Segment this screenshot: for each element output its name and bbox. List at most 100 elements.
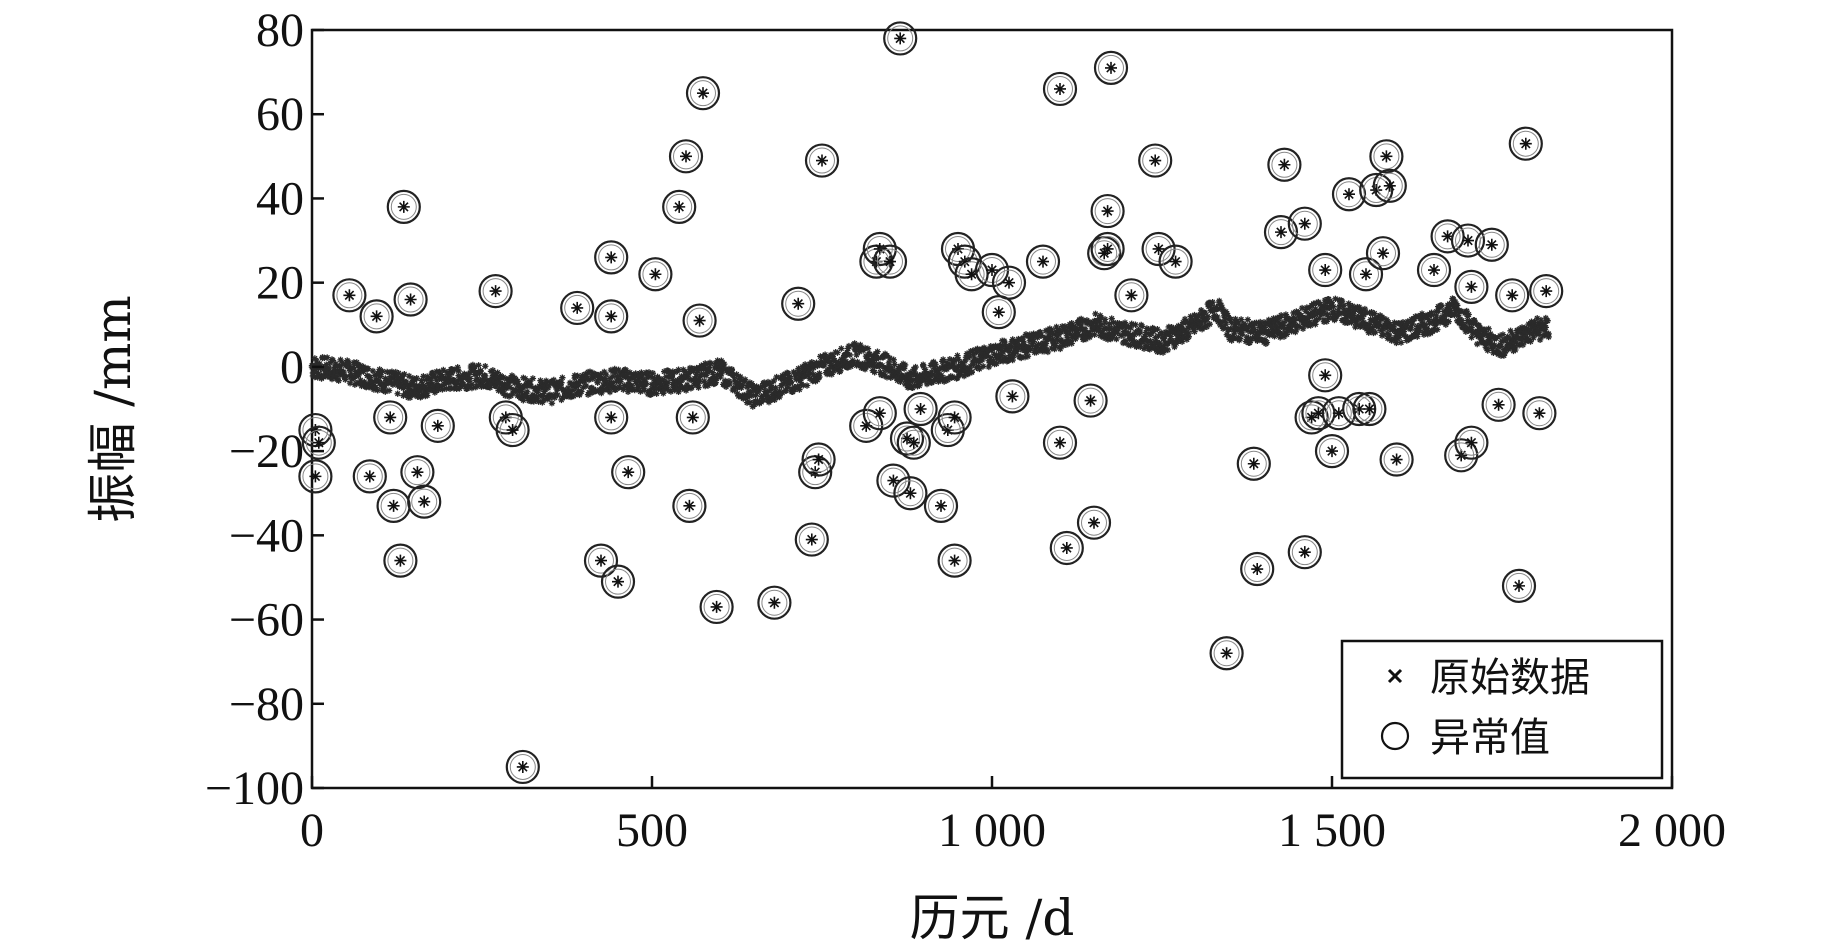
raw-data-point	[1048, 326, 1055, 334]
raw-data-point	[1259, 329, 1267, 337]
raw-data-point	[1320, 316, 1328, 324]
raw-data-point	[335, 377, 342, 384]
raw-data-point	[1265, 328, 1272, 335]
raw-data-point	[1082, 335, 1090, 343]
raw-data-point	[1523, 325, 1530, 332]
raw-data-point	[366, 374, 374, 381]
raw-data-point	[1156, 340, 1163, 347]
raw-data-point	[1384, 330, 1391, 337]
outlier-point	[1025, 244, 1061, 279]
raw-data-point	[1136, 339, 1143, 346]
raw-data-point	[1322, 310, 1330, 318]
raw-data-point	[1044, 348, 1052, 356]
raw-data-point	[884, 367, 892, 374]
raw-data-point	[1436, 319, 1444, 326]
raw-data-point	[604, 384, 612, 392]
raw-data-point	[1457, 307, 1465, 315]
raw-data-point	[1238, 331, 1246, 338]
raw-data-point	[795, 368, 802, 376]
raw-data-point	[760, 396, 767, 404]
raw-data-point	[1411, 315, 1418, 323]
raw-data-point	[901, 361, 909, 369]
raw-data-point	[697, 373, 704, 380]
raw-data-point	[1218, 304, 1226, 311]
raw-data-point	[741, 378, 748, 385]
raw-data-point	[352, 368, 359, 375]
raw-data-point	[563, 392, 571, 399]
raw-data-point	[834, 349, 841, 356]
raw-data-point	[1338, 297, 1346, 305]
raw-data-point	[573, 379, 580, 386]
raw-data-point	[690, 367, 697, 375]
outlier-point	[872, 244, 908, 279]
raw-data-point	[949, 373, 956, 381]
raw-data-point	[936, 365, 943, 372]
raw-data-point	[605, 382, 613, 390]
raw-data-point	[316, 360, 323, 368]
raw-data-point	[871, 363, 878, 370]
outlier-point	[801, 442, 836, 477]
raw-data-point	[1425, 316, 1432, 323]
raw-data-point	[1078, 321, 1085, 329]
raw-data-point	[505, 393, 513, 400]
raw-data-point	[816, 373, 823, 381]
raw-data-point	[1038, 332, 1045, 339]
raw-data-point	[780, 374, 788, 381]
raw-data-point	[564, 384, 572, 392]
raw-data-point	[779, 389, 786, 396]
raw-data-point	[801, 361, 809, 368]
raw-data-point	[574, 372, 581, 380]
raw-data-point	[1243, 325, 1251, 332]
raw-data-point	[658, 385, 665, 392]
raw-data-point	[322, 364, 329, 371]
raw-data-point	[1119, 322, 1127, 330]
raw-data-point	[613, 385, 620, 392]
raw-data-point	[1463, 307, 1470, 315]
raw-data-point	[444, 375, 452, 383]
x-tick-label: 1 500	[1278, 804, 1386, 857]
raw-data-point	[877, 361, 884, 368]
raw-data-point	[535, 398, 542, 405]
outlier-point	[594, 240, 629, 275]
raw-data-point	[372, 384, 379, 391]
outlier-point	[1287, 206, 1322, 241]
raw-data-point	[1361, 305, 1369, 313]
raw-data-point	[489, 367, 497, 374]
raw-data-point	[620, 386, 627, 393]
raw-data-point	[1183, 336, 1191, 343]
raw-data-point	[337, 356, 344, 364]
raw-data-point	[440, 366, 447, 374]
raw-data-point	[1385, 319, 1392, 326]
raw-data-point	[786, 373, 794, 380]
raw-data-point	[1485, 325, 1492, 332]
raw-data-point	[1041, 343, 1049, 351]
raw-data-point	[1025, 343, 1033, 350]
raw-data-point	[1346, 304, 1353, 312]
raw-data-point	[1030, 338, 1037, 345]
y-tick-label: 40	[256, 172, 304, 225]
outlier-point	[804, 143, 840, 178]
raw-data-point	[1102, 335, 1110, 342]
raw-data-point	[969, 347, 976, 355]
raw-data-point	[734, 390, 741, 397]
raw-data-point	[1468, 334, 1475, 341]
outlier-point	[359, 299, 394, 334]
outlier-point	[1049, 530, 1084, 566]
raw-data-point	[896, 366, 903, 374]
raw-data-point	[721, 360, 728, 368]
raw-data-point	[1405, 319, 1412, 326]
outlier-point	[1365, 236, 1401, 271]
raw-data-point	[885, 363, 893, 370]
raw-data-point	[730, 384, 737, 392]
raw-data-point	[1527, 338, 1534, 345]
raw-data-point	[1058, 328, 1065, 336]
outlier-point	[883, 21, 918, 56]
raw-data-point	[793, 375, 800, 383]
raw-data-point	[543, 396, 551, 403]
raw-data-point	[382, 388, 389, 395]
raw-data-point	[1230, 326, 1237, 333]
raw-data-point	[1218, 319, 1226, 326]
raw-data-point	[645, 369, 653, 376]
raw-data-point	[661, 368, 668, 375]
raw-data-point	[1209, 298, 1216, 306]
